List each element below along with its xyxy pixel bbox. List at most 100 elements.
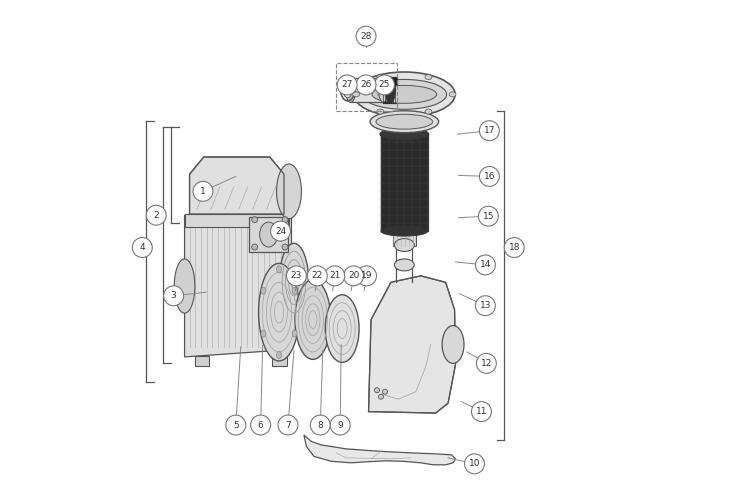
Bar [350, 78, 384, 102]
Text: 3: 3 [171, 291, 177, 300]
Text: 5: 5 [233, 420, 238, 430]
Ellipse shape [261, 330, 266, 337]
Text: 1: 1 [200, 187, 206, 196]
Polygon shape [190, 157, 284, 214]
Ellipse shape [282, 244, 288, 250]
Text: 2: 2 [153, 210, 159, 220]
Ellipse shape [282, 216, 288, 222]
Ellipse shape [377, 109, 384, 114]
Ellipse shape [377, 74, 384, 80]
Text: 4: 4 [139, 243, 145, 252]
Circle shape [505, 238, 524, 258]
Ellipse shape [261, 287, 266, 294]
Text: 7: 7 [285, 420, 291, 430]
Circle shape [193, 182, 213, 202]
Text: 22: 22 [311, 272, 323, 280]
Text: 11: 11 [476, 407, 487, 416]
Text: 28: 28 [360, 32, 371, 40]
Circle shape [330, 415, 350, 435]
Text: 17: 17 [484, 126, 495, 135]
Circle shape [465, 454, 484, 474]
Circle shape [344, 266, 363, 286]
Circle shape [271, 221, 290, 241]
Circle shape [250, 415, 271, 435]
Circle shape [356, 26, 376, 46]
Bar [184, 214, 289, 226]
Polygon shape [304, 435, 456, 465]
Ellipse shape [386, 77, 396, 103]
Text: 21: 21 [329, 272, 341, 280]
Bar [249, 216, 288, 252]
Ellipse shape [449, 92, 456, 97]
Ellipse shape [378, 78, 389, 102]
Text: 25: 25 [379, 80, 390, 90]
Ellipse shape [383, 389, 387, 394]
Polygon shape [368, 276, 456, 413]
Text: 13: 13 [480, 301, 491, 310]
Ellipse shape [279, 244, 308, 321]
Ellipse shape [425, 74, 432, 80]
Circle shape [337, 75, 357, 95]
Circle shape [132, 238, 152, 258]
Circle shape [325, 266, 344, 286]
Ellipse shape [394, 238, 414, 252]
Ellipse shape [326, 294, 359, 362]
Circle shape [480, 166, 499, 186]
Text: 9: 9 [338, 420, 343, 430]
Ellipse shape [372, 86, 437, 103]
Ellipse shape [362, 80, 447, 110]
Circle shape [480, 120, 499, 141]
Ellipse shape [370, 111, 438, 132]
Ellipse shape [293, 287, 297, 294]
Text: 26: 26 [360, 80, 371, 90]
Text: 24: 24 [275, 226, 287, 235]
Circle shape [311, 415, 330, 435]
Ellipse shape [353, 72, 455, 117]
Text: 6: 6 [258, 420, 263, 430]
Circle shape [164, 286, 183, 306]
Ellipse shape [293, 330, 297, 337]
Text: 20: 20 [348, 272, 359, 280]
Ellipse shape [374, 388, 380, 392]
Bar [271, 356, 287, 366]
Ellipse shape [442, 326, 464, 364]
Polygon shape [184, 208, 292, 357]
Text: 23: 23 [291, 272, 302, 280]
Circle shape [356, 266, 377, 286]
Bar [335, 63, 397, 111]
Circle shape [287, 266, 306, 286]
Text: 16: 16 [484, 172, 495, 181]
Polygon shape [190, 204, 287, 215]
Circle shape [478, 206, 499, 226]
Ellipse shape [252, 244, 258, 250]
Ellipse shape [259, 264, 299, 361]
Circle shape [308, 266, 327, 286]
Bar [384, 77, 397, 103]
Circle shape [278, 415, 298, 435]
Circle shape [472, 402, 491, 421]
Ellipse shape [295, 280, 331, 359]
Ellipse shape [277, 266, 281, 273]
Circle shape [147, 205, 166, 225]
Bar [195, 356, 209, 366]
Ellipse shape [259, 222, 277, 247]
Ellipse shape [343, 82, 352, 98]
Circle shape [477, 354, 496, 374]
Ellipse shape [376, 114, 432, 129]
Text: 18: 18 [508, 243, 520, 252]
Text: 12: 12 [481, 359, 492, 368]
Ellipse shape [277, 352, 281, 358]
Ellipse shape [381, 226, 428, 236]
Ellipse shape [394, 259, 414, 271]
Circle shape [374, 75, 394, 95]
Bar [393, 231, 416, 246]
Circle shape [356, 75, 376, 95]
Ellipse shape [174, 259, 195, 313]
Text: 27: 27 [341, 80, 353, 90]
Text: 8: 8 [317, 420, 323, 430]
Circle shape [475, 296, 496, 316]
Ellipse shape [378, 394, 384, 399]
Ellipse shape [425, 109, 432, 114]
Text: 19: 19 [361, 272, 372, 280]
Ellipse shape [252, 216, 258, 222]
